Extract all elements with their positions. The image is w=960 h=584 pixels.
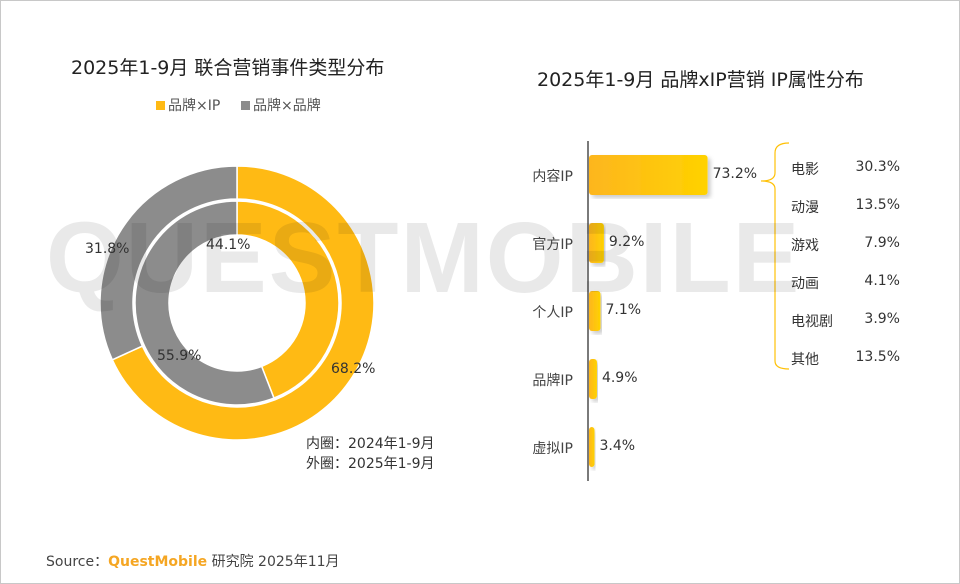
legend-item-ip: 品牌×IP (156, 95, 220, 115)
bar-category-label: 个人IP (532, 305, 573, 321)
legend-item-brand: 品牌×品牌 (241, 95, 321, 115)
bar-category-label: 虚拟IP (532, 441, 573, 457)
note-outer: 外圈：2025年1-9月 (306, 456, 435, 472)
inner-slice-0 (236, 200, 340, 400)
breakdown-name: 游戏 (791, 238, 819, 254)
bar-value-label: 7.1% (605, 302, 642, 318)
legend-swatch (241, 101, 250, 110)
outer-slice-1 (99, 165, 238, 361)
bar-1 (589, 223, 604, 263)
breakdown-name: 动漫 (791, 200, 819, 216)
breakdown-value: 7.9% (864, 235, 900, 251)
legend-label: 品牌×IP (168, 98, 221, 114)
breakdown-name: 动画 (791, 276, 819, 292)
bar-0 (589, 155, 708, 195)
footer-brand: QuestMobile (108, 554, 208, 570)
bar-value-label: 4.9% (601, 370, 638, 386)
bar-category-label: 内容IP (532, 169, 573, 185)
breakdown-value: 3.9% (864, 311, 900, 327)
footer-suffix: 研究院 2025年11月 (211, 554, 340, 570)
legend-swatch (156, 101, 165, 110)
bar-value-label: 9.2% (608, 234, 645, 250)
breakdown-value: 30.3% (855, 159, 900, 175)
bar-value-label: 73.2% (712, 166, 758, 182)
bar-value-label: 3.4% (599, 438, 636, 454)
breakdown-value: 13.5% (855, 349, 900, 365)
legend-label: 品牌×品牌 (253, 98, 321, 114)
breakdown-name: 电视剧 (791, 314, 833, 330)
inner-brand-label: 55.9% (157, 348, 202, 364)
breakdown-name: 其他 (791, 352, 819, 368)
footer-source: Source： (46, 554, 109, 570)
breakdown-value: 13.5% (855, 197, 900, 213)
bar-2 (589, 291, 601, 331)
bar-category-label: 品牌IP (532, 373, 573, 389)
footer: Source：QuestMobile 研究院 2025年11月 (46, 551, 340, 571)
breakdown-value: 4.1% (864, 273, 900, 289)
bar-category-label: 官方IP (532, 237, 573, 253)
inner-ip-label: 44.1% (206, 237, 251, 253)
pie-title: 2025年1-9月 联合营销事件类型分布 (71, 57, 385, 79)
outer-slice-0 (111, 165, 375, 441)
outer-brand-label: 31.8% (85, 241, 130, 257)
breakdown-name: 电影 (791, 162, 819, 178)
note-inner: 内圈：2024年1-9月 (306, 436, 435, 452)
watermark: QUESTMOBILE (46, 202, 802, 314)
bar-3 (589, 359, 597, 399)
outer-ip-label: 68.2% (331, 361, 376, 377)
inner-slice-1 (134, 200, 275, 406)
breakdown-brace (760, 142, 790, 370)
bar-4 (589, 427, 595, 467)
bar-title: 2025年1-9月 品牌xIP营销 IP属性分布 (537, 69, 864, 91)
